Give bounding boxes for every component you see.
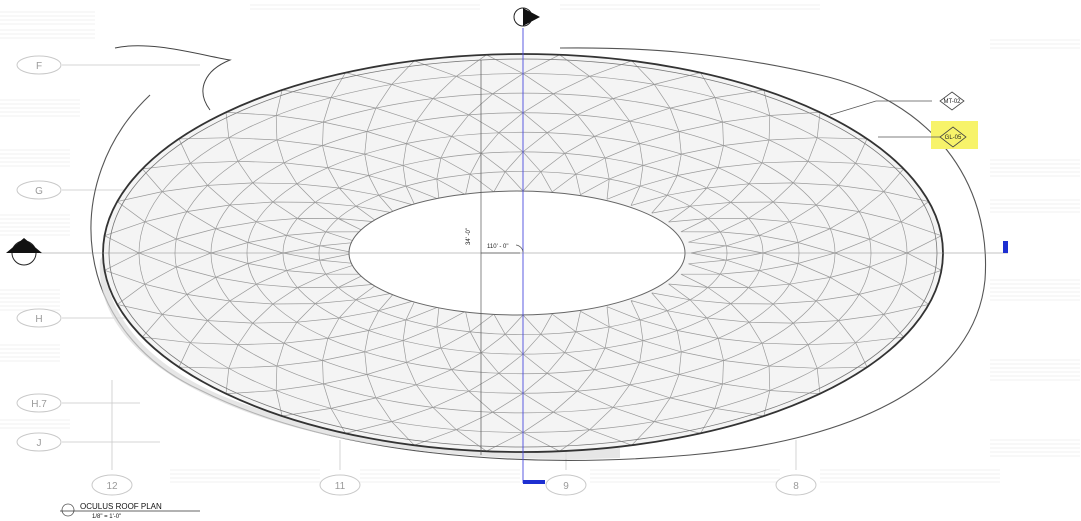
glazing-tag-text: GL-05: [945, 135, 962, 141]
grid-label-H: H: [35, 314, 42, 325]
grid-label-H7: H.7: [31, 399, 47, 410]
material-tag-text: MT-02: [943, 99, 961, 105]
grid-label-F: F: [36, 61, 42, 72]
grid-bubble-H7: H.7: [16, 393, 62, 413]
grid-bubble-11: 11: [319, 474, 361, 496]
grid-bubble-F: F: [16, 55, 62, 75]
grid-bubble-8: 8: [775, 474, 817, 496]
grid-bubble-12: 12: [91, 474, 133, 496]
grid-label-G: G: [35, 186, 43, 197]
background-line-work: [0, 4, 1080, 483]
section-marker-bottom-blue: [523, 480, 545, 484]
dimension-horizontal-text: 110' - 0": [487, 244, 509, 250]
grid-bubble-J: J: [16, 432, 62, 452]
glazing-tag-gl05: GL-05: [878, 121, 978, 149]
section-marker-left: [6, 238, 42, 266]
grid-bubble-9: 9: [545, 474, 587, 496]
grid-label-12: 12: [106, 481, 118, 492]
section-marker-right-blue: [1003, 241, 1008, 253]
grid-bubble-G: G: [16, 180, 62, 200]
site-boundary-curve: [114, 45, 232, 111]
grid-label-8: 8: [793, 481, 799, 492]
horizontal-dimension: 110' - 0": [481, 244, 524, 254]
oculus-shell-ring: [103, 54, 943, 452]
grid-label-J: J: [37, 438, 42, 449]
material-tag-mt02: MT-02: [829, 91, 965, 116]
section-marker-top: [513, 7, 540, 27]
dimension-vertical-text: 34' -0": [466, 228, 472, 245]
grid-bubble-H: H: [16, 308, 62, 328]
view-scale: 1/8" = 1'-0": [92, 514, 121, 520]
grid-label-11: 11: [335, 481, 346, 492]
view-title-block: OCULUS ROOF PLAN 1/8" = 1'-0": [60, 502, 200, 520]
grid-label-9: 9: [563, 481, 569, 492]
view-title: OCULUS ROOF PLAN: [80, 502, 162, 511]
